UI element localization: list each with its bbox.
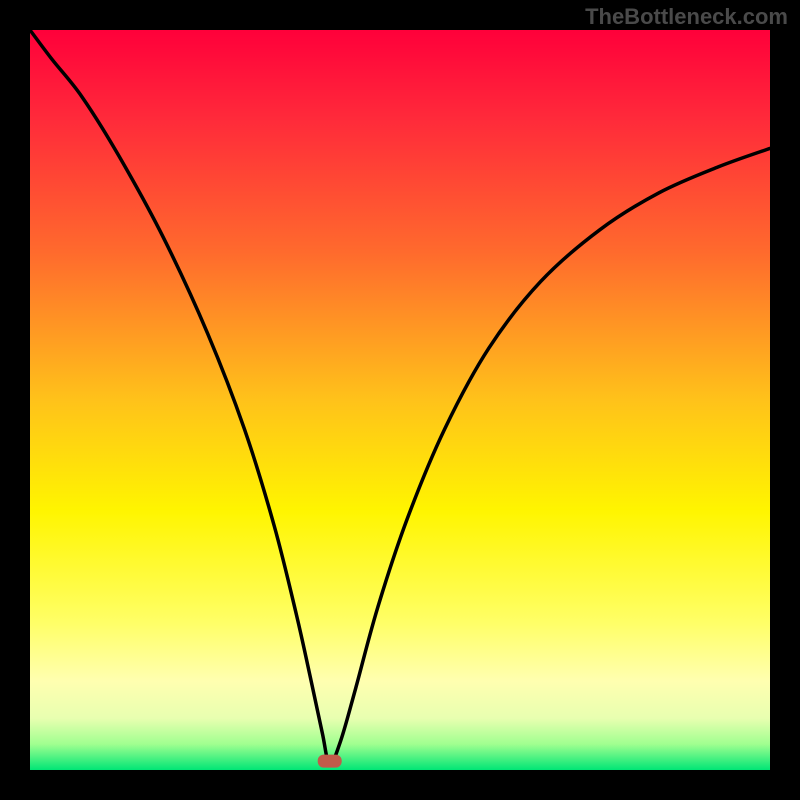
bottleneck-marker — [318, 755, 342, 768]
plot-background-gradient — [30, 30, 770, 770]
chart-container: TheBottleneck.com — [0, 0, 800, 800]
watermark-label: TheBottleneck.com — [585, 4, 788, 30]
bottleneck-chart — [0, 0, 800, 800]
